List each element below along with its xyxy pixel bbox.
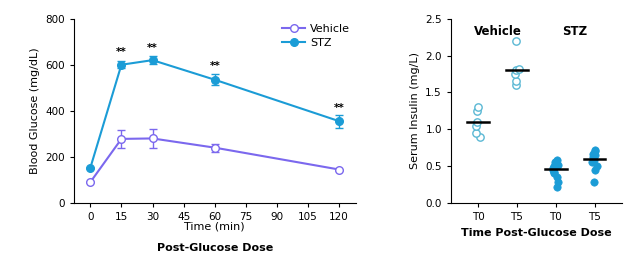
Point	[589, 158, 599, 162]
Point	[590, 153, 600, 157]
Point	[510, 72, 520, 76]
Point	[549, 164, 559, 168]
Y-axis label: Blood Glucose (mg/dL): Blood Glucose (mg/dL)	[29, 48, 40, 174]
Text: **: **	[334, 103, 344, 113]
Point	[549, 170, 559, 174]
Point	[590, 149, 600, 154]
Point	[590, 148, 601, 152]
Point	[587, 160, 597, 164]
Point	[514, 67, 524, 71]
Point	[470, 123, 481, 128]
Point	[552, 184, 562, 189]
Point	[510, 39, 520, 43]
Legend: Vehicle, STZ: Vehicle, STZ	[283, 24, 350, 48]
Point	[473, 105, 483, 109]
Point	[588, 151, 599, 156]
Point	[511, 79, 521, 84]
Text: **: **	[147, 43, 158, 53]
Point	[511, 83, 521, 87]
Point	[553, 162, 563, 167]
Text: **: **	[210, 61, 220, 71]
Point	[472, 109, 482, 113]
Point	[471, 131, 481, 135]
X-axis label: Time (min): Time (min)	[185, 222, 245, 232]
Point	[549, 171, 560, 176]
X-axis label: Time Post-Glucose Dose: Time Post-Glucose Dose	[461, 227, 612, 238]
Point	[588, 155, 598, 159]
Point	[548, 168, 558, 172]
Text: STZ: STZ	[563, 25, 588, 38]
Point	[472, 120, 483, 124]
Point	[590, 168, 600, 172]
Text: Post-Glucose Dose: Post-Glucose Dose	[156, 244, 273, 253]
Point	[589, 180, 599, 184]
Point	[592, 164, 602, 168]
Text: **: **	[116, 47, 127, 57]
Point	[475, 135, 485, 139]
Point	[548, 166, 558, 170]
Point	[553, 175, 563, 179]
Y-axis label: Serum Insulin (mg/L): Serum Insulin (mg/L)	[410, 52, 420, 169]
Point	[553, 180, 563, 184]
Point	[552, 158, 562, 162]
Point	[550, 160, 560, 164]
Text: Vehicle: Vehicle	[474, 25, 521, 38]
Point	[510, 68, 520, 72]
